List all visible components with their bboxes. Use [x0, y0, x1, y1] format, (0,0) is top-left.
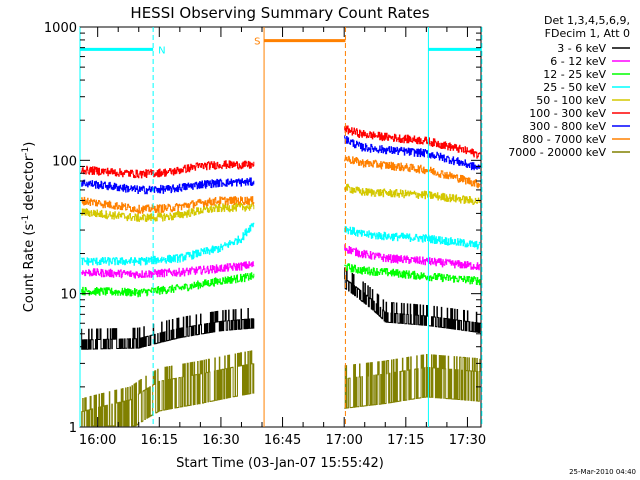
legend-label: 25 - 50 keV [543, 81, 606, 94]
night-label: N [158, 45, 165, 56]
series-line-12_25keV-seg2 [344, 263, 481, 286]
saa-label: S [254, 37, 260, 48]
series-line-3_6keV-seg1 [81, 308, 255, 350]
x-tick-label: 16:15 [141, 433, 178, 448]
y-tick-label: 100 [52, 154, 77, 169]
series-line-100_300keV-seg1 [81, 160, 255, 179]
legend-label: 7000 - 20000 keV [508, 146, 606, 159]
series-line-25_50keV-seg2 [344, 226, 481, 250]
plot-frame [79, 26, 482, 428]
footer-timestamp: 25-Mar-2010 04:40 [569, 468, 636, 476]
legend-label: 6 - 12 keV [550, 55, 606, 68]
x-axis-label: Start Time (03-Jan-07 15:55:42) [176, 456, 384, 471]
series-line-12_25keV-seg1 [81, 272, 255, 298]
series-line-3_6keV-seg2 [344, 267, 481, 333]
x-tick-label: 16:30 [202, 433, 239, 448]
series-line-7000_20000keV-seg1 [81, 350, 255, 427]
y-tick-label: 10 [60, 288, 77, 303]
series-line-800_7000keV-seg1 [81, 196, 255, 214]
series-line-7000_20000keV-seg2 [344, 354, 481, 409]
legend-label: 300 - 800 keV [529, 120, 606, 133]
x-tick-label: 17:30 [449, 433, 486, 448]
y-axis-label: Count Rate (s-1 detector-1) [21, 142, 37, 313]
x-tick-label: 16:45 [264, 433, 301, 448]
y-tick-label: 1 [69, 421, 77, 436]
legend-label: 50 - 100 keV [536, 94, 606, 107]
legend-label: 800 - 7000 keV [522, 133, 606, 146]
series-line-300_800keV-seg2 [344, 135, 481, 171]
y-tick-label: 1000 [44, 21, 77, 36]
series-line-25_50keV-seg1 [81, 222, 255, 266]
legend: Det 1,3,4,5,6,9, FDecim 1, Att 0 3 - 6 k… [508, 14, 630, 159]
series-line-50_100keV-seg2 [344, 183, 481, 205]
chart-title: HESSI Observing Summary Count Rates [130, 4, 429, 22]
legend-header-line-1: Det 1,3,4,5,6,9, [544, 14, 630, 27]
series-line-6_12keV-seg2 [344, 244, 481, 271]
legend-label: 3 - 6 keV [557, 42, 606, 55]
plot-area: N S 1 10 100 1000 16:00 16:15 16:30 16:45 17:00 17… [44, 21, 486, 448]
series-line-6_12keV-seg1 [81, 261, 255, 279]
legend-label: 12 - 25 keV [543, 68, 606, 81]
x-tick-label: 17:15 [387, 433, 424, 448]
x-tick-label: 17:00 [325, 433, 362, 448]
series-line-100_300keV-seg2 [344, 125, 481, 159]
series-line-800_7000keV-seg2 [344, 155, 481, 189]
legend-header-line-2: FDecim 1, Att 0 [545, 27, 630, 40]
x-tick-label: 16:00 [79, 433, 116, 448]
series-line-300_800keV-seg1 [81, 177, 255, 195]
legend-label: 100 - 300 keV [529, 107, 606, 120]
